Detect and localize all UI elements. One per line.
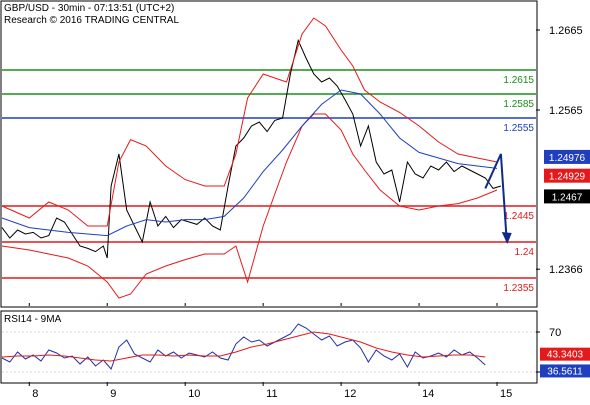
level-label-3: 1.2445: [503, 211, 534, 222]
main-plot-area: 1.2615 1.2585 1.2555 1.2445 1.24 1.2355: [1, 17, 536, 299]
forecast-arrow-head: [501, 232, 512, 244]
price-box-label-1: 1.24929: [549, 172, 586, 183]
x-tick-label-4: 12: [344, 388, 356, 400]
header-line-2: Research © 2016 TRADING CENTRAL: [4, 15, 179, 26]
rsi-series-RSI14: [1, 323, 486, 370]
header-line-1: GBP/USD - 30min - 07:13:51 (UTC+2): [4, 3, 174, 14]
x-tick-label-3: 11: [266, 388, 277, 400]
rsi-series-MA9: [1, 331, 486, 362]
rsi-panel-title: RSI14 - 9MA: [4, 314, 62, 325]
rsi-tick-label-0: 70: [549, 327, 561, 339]
rsi-box-label-0: 43.3403: [547, 350, 584, 361]
rsi-panel-frame: [0, 310, 538, 384]
axes-layer: 1.2665 1.2565 1.2366 1.24976 1.24929 1.2467 70…: [28, 25, 590, 400]
price-box-0: [544, 149, 590, 164]
x-tick-label-1: 9: [110, 388, 116, 400]
rsi-box-label-1: 36.5611: [547, 366, 583, 377]
level-label-0: 1.2615: [503, 75, 534, 86]
rsi-plot-area: [1, 323, 536, 373]
x-tick-label-6: 15: [500, 388, 512, 400]
x-tick-label-2: 10: [188, 388, 200, 400]
rsi-box-1: [540, 364, 590, 378]
series-line-moving_average: [1, 89, 498, 237]
y-tick-label-2: 1.2366: [549, 264, 583, 276]
price-box-2: [544, 189, 590, 204]
y-tick-label-0: 1.2665: [549, 25, 583, 37]
price-box-label-0: 1.24976: [549, 153, 586, 164]
level-label-4: 1.24: [515, 247, 535, 258]
series-line-bollinger_lower: [1, 113, 498, 299]
level-label-5: 1.2355: [503, 283, 534, 294]
rsi-box-0: [540, 347, 590, 361]
forecast-arrow-line: [484, 153, 508, 243]
y-tick-label-1: 1.2565: [549, 105, 583, 117]
x-tick-label-0: 8: [32, 388, 38, 400]
series-line-close: [1, 38, 502, 259]
main-panel-frame: [0, 0, 538, 308]
level-label-2: 1.2555: [503, 123, 534, 134]
price-box-label-2: 1.2467: [552, 192, 583, 203]
level-label-1: 1.2585: [503, 99, 534, 110]
series-line-bollinger_upper: [1, 17, 498, 227]
price-box-1: [544, 168, 590, 183]
x-tick-label-5: 14: [422, 388, 434, 400]
